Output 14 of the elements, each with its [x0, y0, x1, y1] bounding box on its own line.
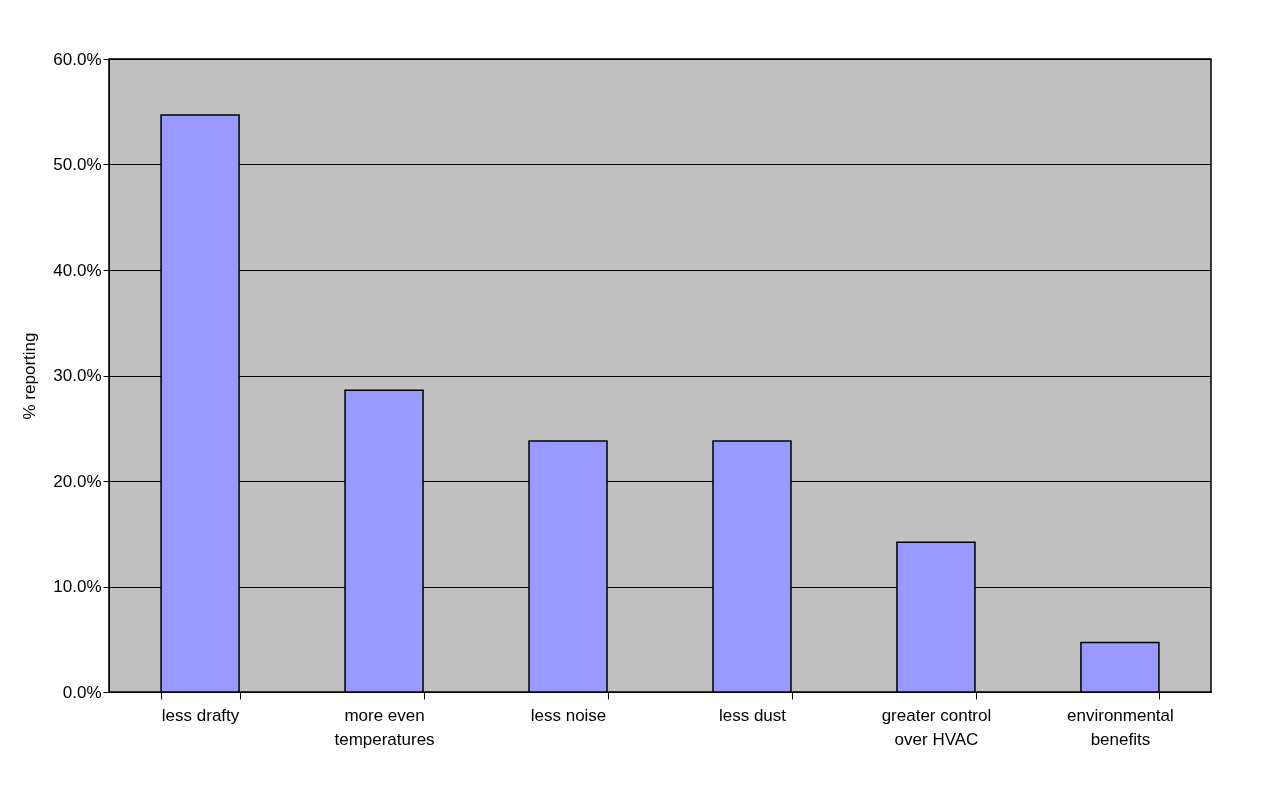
x-tick-label: environmental benefits [1067, 705, 1174, 749]
y-tick-label: 20.0% [53, 471, 102, 491]
y-tick-label: 0.0% [62, 682, 102, 702]
y-tick-label: 30.0% [53, 366, 102, 385]
y-tick-label: 60.0% [53, 49, 102, 69]
y-tick-label: 10.0% [53, 577, 102, 596]
x-tick-label: greater control over HVAC [881, 705, 992, 749]
y-axis-title: % reporting [20, 332, 40, 420]
x-tick-label: less dust [718, 705, 787, 725]
y-tick-label: 40.0% [53, 260, 102, 280]
x-tick-label: less noise [530, 705, 607, 725]
y-tick-label: 50.0% [53, 155, 102, 174]
x-tick-label: more even temperatures [334, 705, 435, 749]
x-tick-label: less drafty [161, 705, 240, 725]
